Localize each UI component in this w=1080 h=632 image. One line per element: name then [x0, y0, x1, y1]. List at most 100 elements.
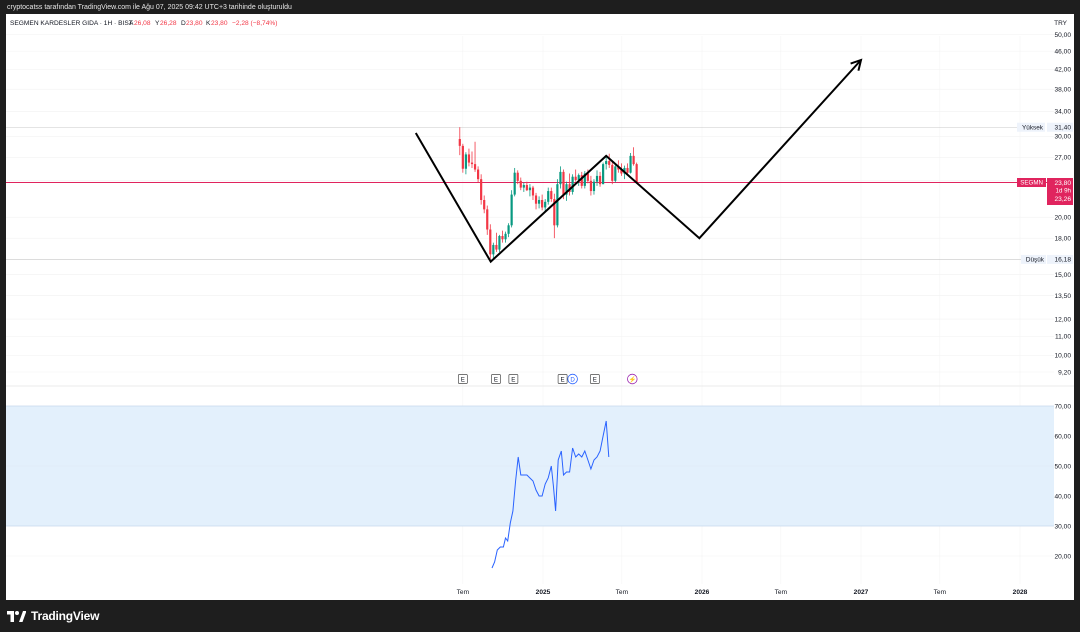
event-marker[interactable]: D	[567, 373, 578, 385]
candle-body	[574, 176, 577, 181]
event-marker-label: E	[561, 376, 565, 383]
brand-name: TradingView	[31, 609, 100, 623]
legend-open-label: A	[129, 20, 134, 27]
legend-open-value: 26,08	[134, 20, 151, 27]
event-marker-label: ⚡	[628, 375, 636, 383]
candle-body	[571, 176, 574, 192]
earnings-marker-box[interactable]	[457, 374, 468, 384]
arrow-head[interactable]	[850, 58, 863, 71]
last-value-bg	[1047, 178, 1073, 206]
chart-svg[interactable]: SEGMEN KARDESLER GIDA · 1H · BIST A 26,0…	[6, 14, 1074, 600]
legend-ohlc: A 26,08 Y 26,28 D 23,80 K 23,80 −2,28 (−…	[129, 20, 277, 27]
candle-body	[547, 191, 550, 202]
event-marker[interactable]: E	[457, 374, 468, 384]
candle-body	[461, 145, 464, 169]
price-tick-label: 11,00	[1055, 334, 1071, 341]
last-value: 23,80	[1054, 180, 1071, 187]
candle-body	[476, 169, 480, 180]
last-price-label-group: SEGMN 23,80 1d 9h 23,26	[1017, 178, 1073, 206]
price-tick-label: 42,00	[1054, 67, 1071, 74]
zigzag-pattern-line[interactable]	[414, 59, 862, 264]
candle-body	[589, 180, 593, 192]
earnings-marker-box[interactable]	[508, 374, 519, 384]
legend-low-value: 23,80	[186, 20, 203, 27]
candle-body	[556, 184, 559, 226]
event-marker-label: E	[461, 376, 465, 383]
event-marker[interactable]: E	[508, 374, 519, 384]
high-value-bg	[1047, 122, 1073, 132]
high-label: Yüksek	[1022, 124, 1044, 131]
candle-body	[528, 187, 532, 191]
price-tick-label: 30,00	[1054, 134, 1071, 141]
candle-body	[495, 244, 498, 250]
candle-body	[608, 161, 611, 165]
footer	[0, 600, 1080, 632]
candle-body	[620, 169, 623, 174]
candle-body	[510, 194, 513, 226]
rsi-line	[491, 420, 610, 569]
candle-body	[553, 199, 556, 226]
candles	[458, 127, 638, 260]
currency-label: TRY	[1054, 20, 1068, 27]
price-tick-label: 27,00	[1054, 155, 1071, 162]
candle-body	[483, 200, 486, 210]
rsi-tick-label: 20,00	[1054, 553, 1071, 560]
price-axis: 50,0046,0042,0038,0034,0030,0027,0024,00…	[1054, 32, 1071, 376]
last-symbol-bg	[1017, 178, 1046, 188]
event-marker-label: E	[593, 376, 597, 383]
time-tick-label: Tem	[457, 589, 470, 596]
price-tick-label: 12,00	[1054, 316, 1071, 323]
candle-body	[611, 164, 614, 181]
dividend-marker-circle[interactable]	[567, 373, 578, 385]
rsi-tick-label: 30,00	[1054, 523, 1071, 530]
earnings-marker-box[interactable]	[589, 374, 600, 384]
low-label-group: Düşük 16,18	[1021, 254, 1073, 264]
candle-body	[635, 164, 638, 183]
candle-body	[614, 166, 617, 181]
rsi-series-line	[491, 420, 610, 569]
earnings-marker-box[interactable]	[557, 374, 568, 384]
event-marker[interactable]: ⚡	[627, 373, 638, 385]
tradingview-logo[interactable]: TradingView	[7, 607, 99, 625]
candle-body	[464, 154, 467, 169]
event-marker[interactable]: E	[557, 374, 568, 384]
legend-high-label: Y	[155, 20, 160, 27]
time-axis: Tem 2025 Tem 2026 Tem 2027 Tem 2028	[457, 589, 1028, 596]
event-marker[interactable]: E	[589, 374, 600, 384]
earnings-marker-box[interactable]	[491, 374, 501, 384]
candle-body	[458, 139, 461, 146]
event-marker-label: E	[494, 376, 498, 383]
low-value-bg	[1047, 254, 1073, 264]
time-tick-label: Tem	[775, 589, 788, 596]
candle-body	[504, 233, 507, 240]
candle-body	[531, 187, 535, 196]
high-value: 31,40	[1054, 125, 1071, 132]
candle-body	[577, 175, 580, 181]
price-tick-label: 38,00	[1054, 87, 1071, 94]
candle-body	[626, 167, 629, 173]
candle-body	[598, 175, 602, 185]
price-tick-label: 18,00	[1054, 235, 1071, 242]
legend-high-value: 26,28	[160, 20, 177, 27]
candle-body	[544, 201, 547, 208]
candle-body	[534, 195, 538, 204]
price-tick-label: 15,00	[1054, 272, 1071, 279]
chart-area[interactable]: SEGMEN KARDESLER GIDA · 1H · BIST A 26,0…	[6, 14, 1074, 600]
event-marker[interactable]: E	[491, 374, 501, 384]
candle-body	[473, 164, 477, 170]
time-tick-label: 2026	[695, 589, 710, 596]
attribution-text: cryptocatss tarafından TradingView.com i…	[7, 4, 292, 11]
candle-body	[467, 154, 471, 163]
candle-body	[580, 175, 583, 186]
time-tick-label: Tem	[616, 589, 629, 596]
price-tick-label: 13,50	[1054, 293, 1071, 300]
low-label: Düşük	[1026, 257, 1045, 264]
split-marker-circle[interactable]	[627, 373, 638, 385]
candle-body	[513, 172, 516, 195]
candle-body	[486, 209, 489, 230]
candle-body	[592, 181, 596, 192]
candle-body	[602, 164, 605, 185]
event-markers: E E E E D E ⚡	[457, 373, 638, 385]
last-countdown: 1d 9h	[1056, 188, 1072, 195]
price-tick-label: 9,20	[1058, 369, 1071, 376]
